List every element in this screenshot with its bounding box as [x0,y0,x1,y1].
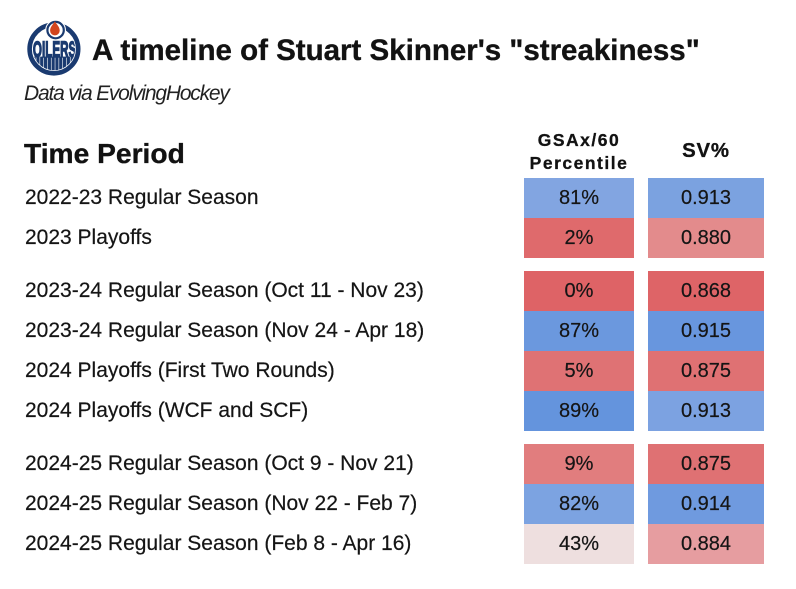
svg-text:OILERS: OILERS [33,37,76,62]
